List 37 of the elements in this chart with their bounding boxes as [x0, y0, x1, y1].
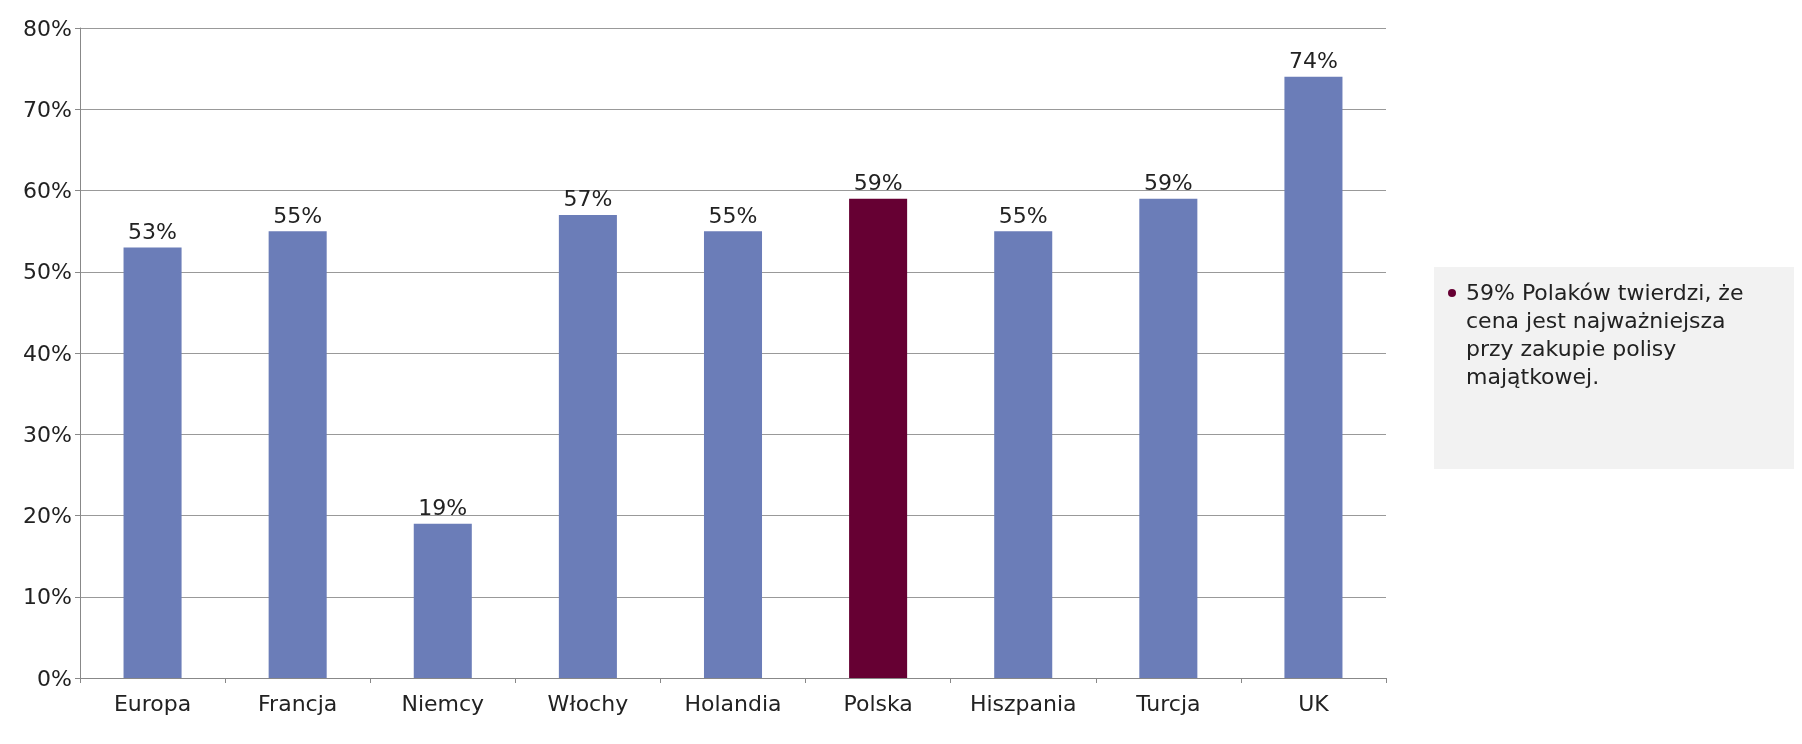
bar	[123, 247, 182, 678]
y-tick-label: 10%	[23, 584, 72, 610]
y-tick-label: 40%	[23, 340, 72, 366]
data-label: 55%	[998, 202, 1048, 228]
bar	[849, 198, 908, 678]
text: 59% Polaków twierdzi, że cena jest najważniejsza przy zakupie polisy majątkowej.	[1466, 279, 1745, 391]
y-tick-label: 0%	[37, 665, 72, 691]
y-tick-label: 50%	[23, 259, 72, 285]
x-tick-label: Europa	[113, 690, 192, 716]
x-tick-label: Niemcy	[401, 690, 485, 716]
data-label: 59%	[1143, 170, 1193, 196]
y-tick-label: 70%	[23, 96, 72, 122]
bar	[413, 523, 472, 678]
data-label: 55%	[273, 202, 323, 228]
x-tick-label: Holandia	[684, 690, 782, 716]
bar	[268, 231, 327, 678]
x-tick-label: Hiszpania	[969, 690, 1077, 716]
data-label: 19%	[418, 495, 468, 521]
y-tick-label: 80%	[23, 15, 72, 41]
bar	[1284, 76, 1343, 678]
data-label: 59%	[853, 170, 903, 196]
bar	[1139, 198, 1198, 678]
data-label: 53%	[128, 218, 178, 244]
y-tick-label: 30%	[23, 421, 72, 447]
bar	[703, 231, 763, 678]
x-tick-label: UK	[1298, 690, 1330, 716]
bar	[558, 214, 617, 678]
x-tick-label: Włochy	[547, 690, 629, 716]
x-tick-label: Turcja	[1135, 690, 1201, 716]
x-tick-label: Polska	[843, 690, 913, 716]
bar	[994, 231, 1053, 678]
data-label: 74%	[1288, 48, 1338, 74]
y-tick-label: 60%	[23, 178, 72, 203]
x-tick-label: Francja	[258, 690, 338, 716]
data-label: 57%	[563, 186, 613, 212]
y-tick-label: 20%	[23, 503, 72, 528]
data-label: 55%	[708, 202, 758, 228]
